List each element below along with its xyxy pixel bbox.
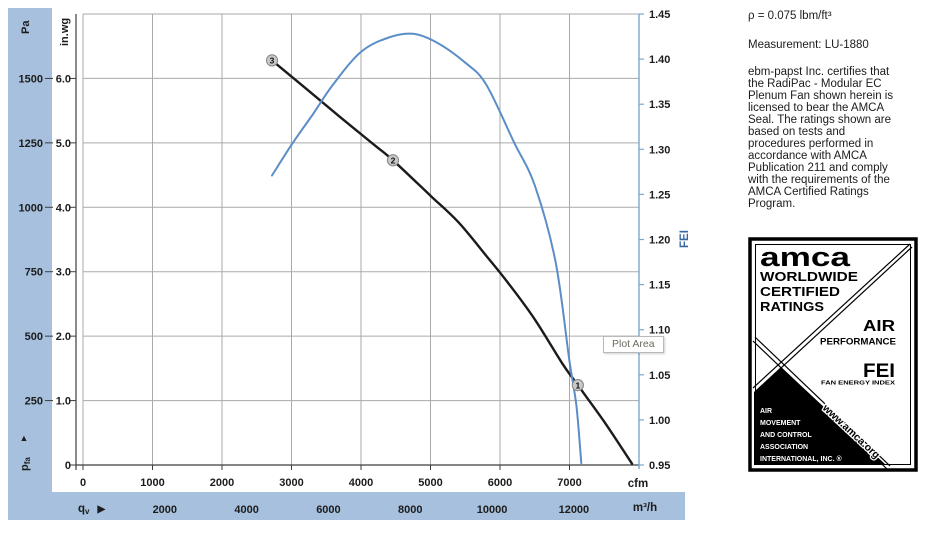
cfm-tick-label: 4000	[349, 477, 373, 489]
m3h-tick-label: 12000	[559, 504, 590, 516]
fei-tick-label: 1.45	[649, 9, 670, 21]
fei-tick-label: 1.00	[649, 415, 670, 427]
cfm-tick-label: 3000	[279, 477, 303, 489]
seal-assoc-line: AIR	[760, 408, 772, 415]
pressure-axis-band	[8, 8, 52, 520]
operating-point-circle[interactable]	[265, 54, 279, 67]
fei-tick-label: 1.05	[649, 370, 670, 382]
m3h-tick-label: 4000	[234, 504, 258, 516]
seal-ratings: RATINGS	[760, 299, 824, 314]
m3h-tick-label: 2000	[153, 504, 177, 516]
pressure-axis-arrow-icon: ▲	[20, 433, 29, 443]
pa-tick-label: 500	[25, 331, 43, 343]
seal-diagonal	[752, 243, 911, 389]
amca-certified-ratings-seal: amca WORLDWIDE CERTIFIED RATINGS AIR PER…	[748, 237, 918, 472]
cfm-tick-label: 0	[80, 477, 86, 489]
fei-tick-label: 1.30	[649, 144, 670, 156]
operating-point-circle[interactable]	[571, 379, 584, 392]
measurement-reference: Measurement: LU-1880	[748, 39, 869, 51]
seal-black-triangle	[754, 367, 886, 465]
operating-point-circle[interactable]	[386, 154, 400, 167]
fei-tick-label: 0.95	[649, 460, 670, 472]
seal-fei: FEI	[863, 361, 895, 382]
seal-assoc-line: INTERNATIONAL, INC. ®	[760, 455, 842, 463]
inwg-tick-label: 3.0	[56, 267, 71, 279]
seal-diagonal	[754, 336, 891, 467]
seal-worldwide: WORLDWIDE	[760, 269, 858, 284]
pa-tick-label: 250	[25, 396, 43, 408]
fei-tick-label: 1.20	[649, 235, 670, 247]
inwg-tick-label: 2.0	[56, 331, 71, 343]
m3h-tick-label: 8000	[398, 504, 422, 516]
fei-tick-label: 1.35	[649, 99, 670, 111]
air-density-value: ρ = 0.075 lbm/ft³	[748, 10, 832, 22]
m3h-tick-label: 10000	[477, 504, 508, 516]
cfm-unit-label: cfm	[628, 478, 648, 490]
operating-point-number: 2	[391, 155, 396, 165]
pa-unit-label: Pa	[20, 20, 32, 34]
seal-air: AIR	[863, 318, 896, 335]
inwg-unit-label: in.wg	[59, 18, 71, 46]
inwg-tick-label: 1.0	[56, 396, 71, 408]
m3h-tick-label: 6000	[316, 504, 340, 516]
m3h-unit-label: m³/h	[633, 502, 657, 514]
pa-tick-label: 750	[25, 267, 43, 279]
operating-point-number: 1	[575, 380, 580, 390]
fei-axis-title: FEI	[679, 230, 691, 248]
plot-area-tooltip: Plot Area	[603, 336, 664, 353]
operating-point-marker[interactable]: 3	[265, 54, 279, 67]
flow-axis-band	[8, 492, 685, 520]
fan-curve-chart[interactable]: 01.02.03.04.05.06.0250500750100012501500…	[0, 0, 740, 534]
fei-curve[interactable]	[271, 32, 583, 465]
seal-assoc-line: ASSOCIATION	[760, 444, 808, 451]
amca-certification-statement: ebm-papst Inc. certifies that the RadiPa…	[748, 66, 894, 210]
fei-tick-label: 1.10	[649, 325, 670, 337]
pressure-quantity-label: pfa	[19, 457, 32, 471]
inwg-tick-label: 4.0	[56, 202, 71, 214]
seal-certified: CERTIFIED	[760, 284, 840, 299]
seal-performance: PERFORMANCE	[820, 337, 896, 347]
fei-tick-label: 1.25	[649, 189, 670, 201]
operating-point-marker[interactable]: 2	[386, 154, 400, 167]
pa-tick-label: 1250	[19, 138, 43, 150]
pa-tick-label: 1500	[19, 73, 43, 85]
seal-fan-energy-index: FAN ENERGY INDEX	[821, 381, 895, 387]
operating-point-number: 3	[270, 56, 275, 66]
operating-point-marker[interactable]: 1	[571, 379, 584, 392]
cfm-tick-label: 7000	[557, 477, 581, 489]
cfm-tick-label: 1000	[140, 477, 164, 489]
fei-tick-label: 1.40	[649, 54, 670, 66]
inwg-tick-label: 0	[65, 460, 71, 472]
inwg-tick-label: 6.0	[56, 73, 71, 85]
pa-tick-label: 1000	[19, 202, 43, 214]
seal-assoc-line: AND CONTROL	[760, 432, 812, 439]
cfm-tick-label: 2000	[210, 477, 234, 489]
amca-logo: amca	[760, 242, 851, 272]
cfm-tick-label: 6000	[488, 477, 512, 489]
fei-tick-label: 1.15	[649, 280, 670, 292]
cfm-tick-label: 5000	[418, 477, 442, 489]
inwg-tick-label: 5.0	[56, 138, 71, 150]
seal-assoc-line: MOVEMENT	[760, 420, 801, 427]
